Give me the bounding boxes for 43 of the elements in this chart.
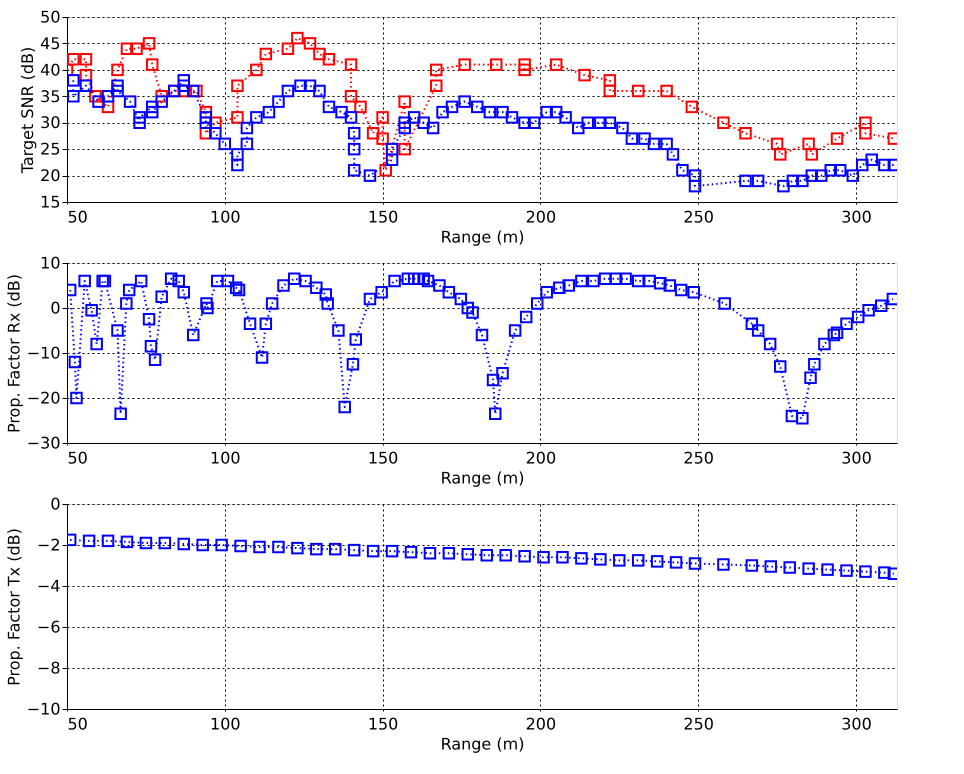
- x-axis-title: Range (m): [440, 468, 524, 488]
- y-tick-label: −6: [36, 618, 60, 636]
- y-tick-label: 15: [40, 192, 60, 212]
- x-tick-label: 300: [841, 208, 872, 226]
- x-axis-title: Range (m): [440, 734, 524, 754]
- x-tick-label: 50: [68, 448, 88, 468]
- x-tick-label: 100: [210, 448, 241, 468]
- y-tick-label: −10: [26, 700, 60, 718]
- x-tick-label: 200: [526, 448, 556, 468]
- x-tick-label: 100: [210, 208, 241, 226]
- y-tick-label: −20: [26, 388, 60, 408]
- y-tick-label: 45: [40, 34, 60, 53]
- x-tick-label: 150: [368, 714, 398, 734]
- y-tick-label: 25: [40, 140, 60, 159]
- x-tick-label: 250: [683, 208, 714, 226]
- x-axis-title: Range (m): [440, 228, 524, 246]
- y-axis-title: Prop. Factor Tx (dB): [4, 528, 24, 686]
- x-tick-label: 300: [841, 714, 872, 734]
- y-tick-label: −10: [26, 344, 60, 362]
- y-axis-title: Target SNR (dB): [18, 46, 38, 174]
- y-tick-label: 0: [50, 298, 60, 318]
- x-tick-label: 150: [368, 448, 398, 468]
- y-tick-label: 10: [40, 254, 60, 272]
- x-tick-label: 50: [68, 208, 88, 226]
- x-tick-label: 50: [68, 714, 88, 734]
- y-tick-label: 20: [40, 166, 60, 186]
- y-tick-label: 30: [40, 113, 60, 132]
- y-tick-label: −30: [26, 434, 60, 452]
- y-axis-title: Prop. Factor Rx (dB): [4, 274, 24, 434]
- x-tick-label: 250: [683, 448, 714, 468]
- x-tick-label: 250: [683, 714, 714, 734]
- y-tick-label: −4: [36, 576, 60, 596]
- y-tick-label: −2: [36, 536, 60, 554]
- x-tick-label: 300: [841, 448, 872, 468]
- x-tick-label: 200: [526, 208, 556, 226]
- y-tick-label: 50: [40, 8, 60, 26]
- x-tick-label: 200: [526, 714, 556, 734]
- y-tick-label: 0: [50, 494, 60, 514]
- y-tick-label: −8: [36, 658, 60, 678]
- x-tick-label: 150: [368, 208, 398, 226]
- x-tick-label: 100: [210, 714, 241, 734]
- y-tick-label: 35: [40, 86, 60, 106]
- y-tick-label: 40: [40, 60, 60, 80]
